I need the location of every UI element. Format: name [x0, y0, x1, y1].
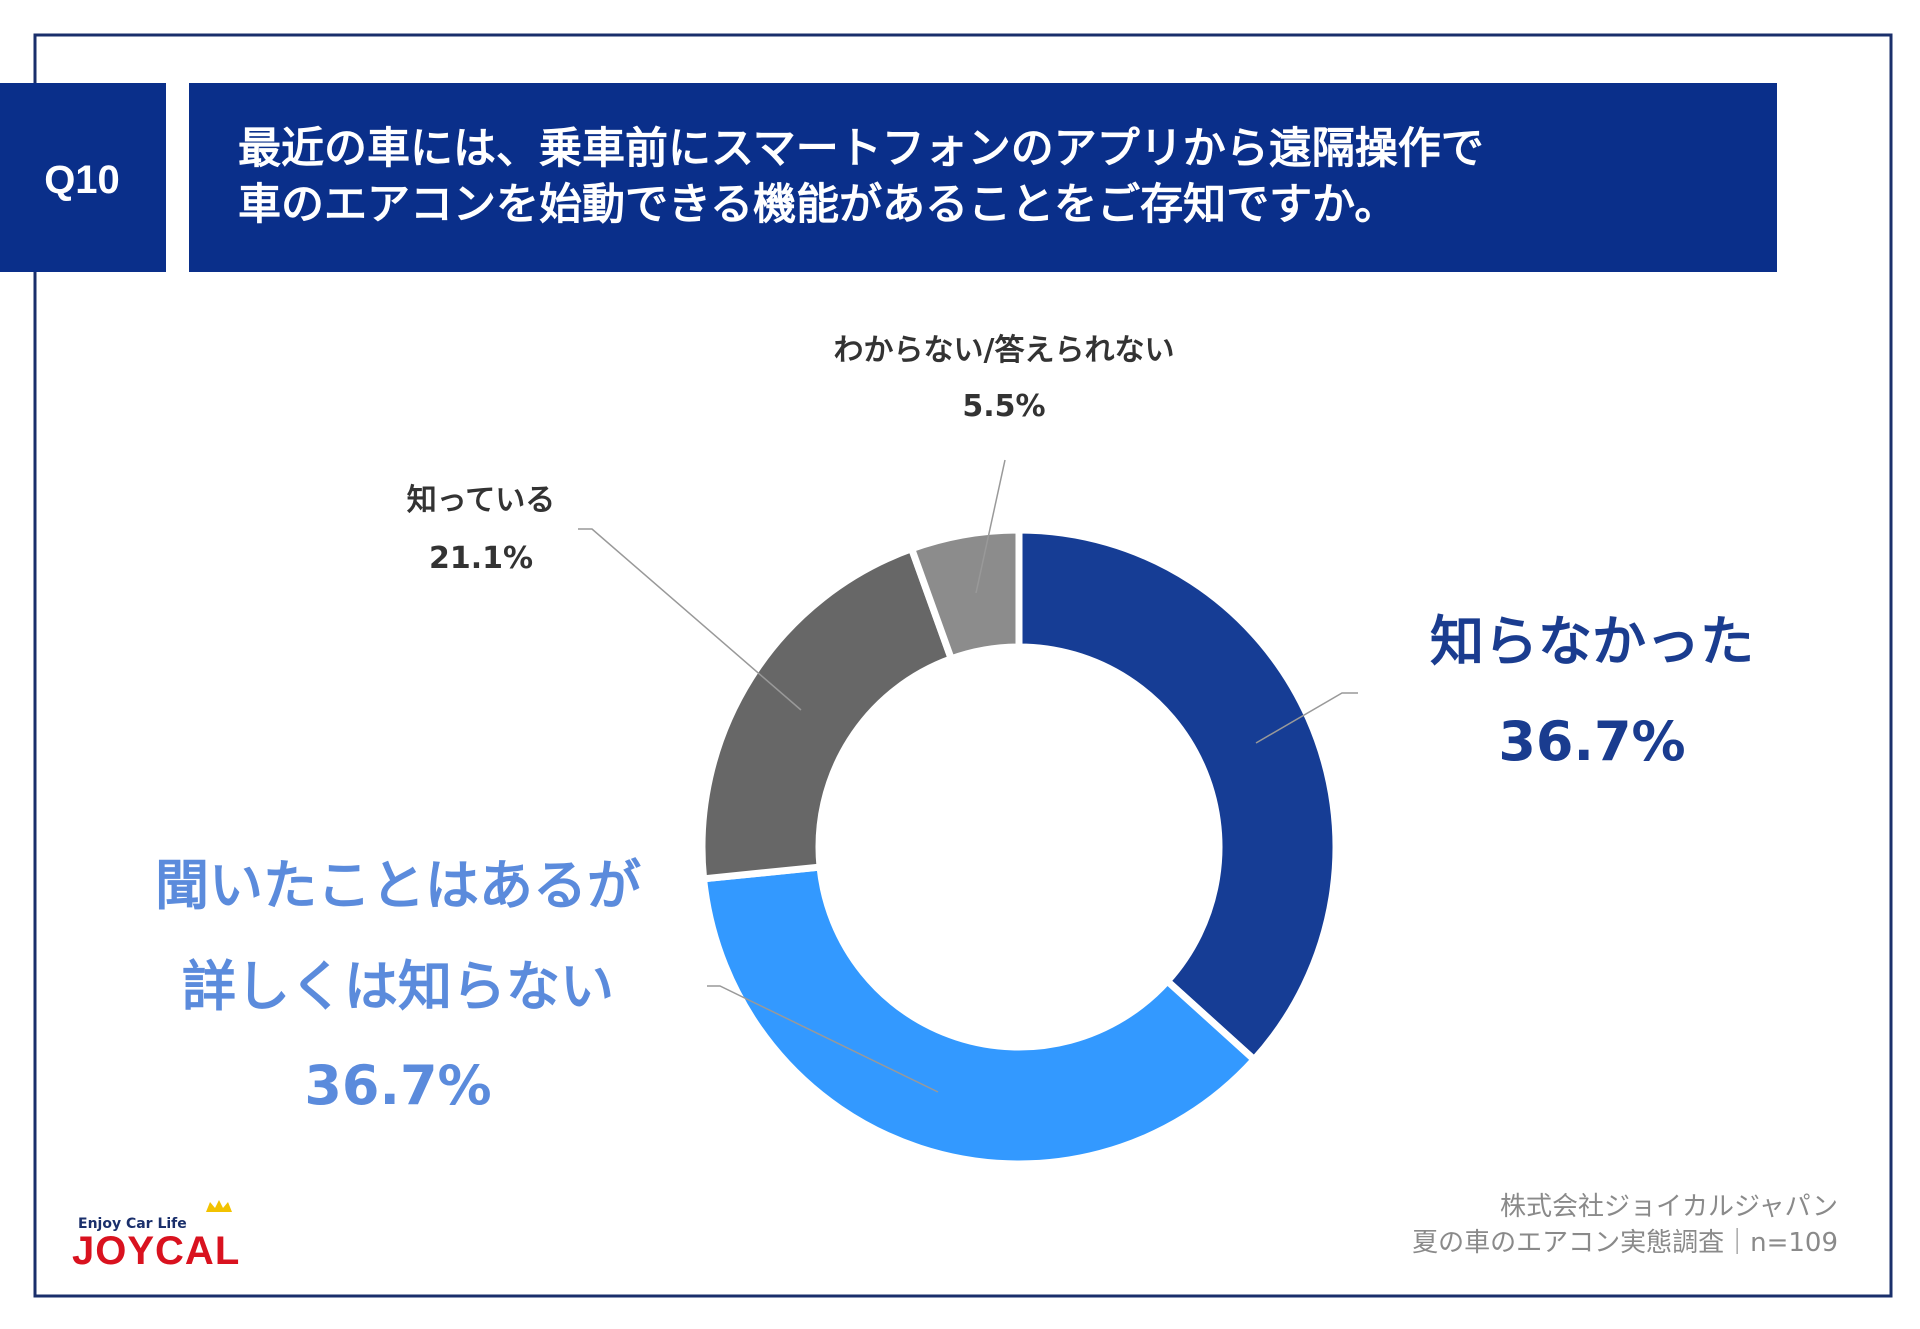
- question-number: Q10: [44, 158, 120, 202]
- question-number-box: [0, 83, 166, 272]
- value-wakaranai: 5.5%: [962, 389, 1045, 424]
- footer-company: 株式会社ジョイカルジャパン: [1500, 1192, 1838, 1222]
- label-kiitakoto-line-1: 聞いたことはあるが: [155, 854, 641, 917]
- value-kiitakoto: 36.7%: [304, 1054, 491, 1117]
- leader-line-wakaranai: [975, 459, 1006, 594]
- leader-line-kiitakoto: [707, 985, 939, 1093]
- logo-tagline: Enjoy Car Life: [78, 1216, 187, 1232]
- question-line-1: 最近の車には、乗車前にスマートフォンのアプリから遠隔操作で: [238, 124, 1484, 174]
- donut-slice-1: [699, 863, 1260, 1168]
- donut-chart: [698, 526, 1340, 1168]
- donut-slice-2: [698, 544, 956, 883]
- logo-name: JOYCAL: [72, 1229, 240, 1273]
- leader-line-shitteiru: [578, 528, 802, 711]
- joycal-logo: Enjoy Car Life JOYCAL: [72, 1200, 240, 1273]
- footer-survey: 夏の車のエアコン実態調査｜n=109: [1412, 1228, 1838, 1258]
- question-box: [189, 83, 1777, 272]
- label-shiranakatta: 知らなかった: [1430, 610, 1754, 673]
- label-shitteiru: 知っている: [407, 483, 556, 518]
- label-wakaranai: わからない/答えられない: [834, 333, 1175, 368]
- value-shiranakatta: 36.7%: [1498, 710, 1685, 773]
- leader-line-shiranakatta: [1255, 692, 1358, 744]
- leader-lines: [578, 459, 1358, 1093]
- donut-slice-0: [1015, 526, 1340, 1065]
- label-kiitakoto-line-2: 詳しくは知らない: [182, 955, 614, 1018]
- donut-slice-3: [907, 526, 1023, 664]
- value-shitteiru: 21.1%: [429, 541, 533, 576]
- frame: [33, 33, 1893, 1298]
- question-line-2: 車のエアコンを始動できる機能があることをご存知ですか。: [238, 180, 1397, 230]
- logo-crown-icon: [206, 1200, 232, 1212]
